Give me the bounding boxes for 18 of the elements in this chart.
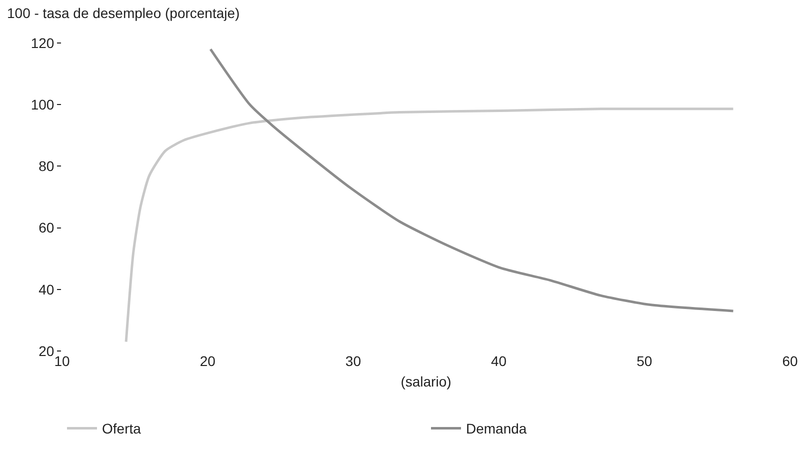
y-tick-label: 100: [30, 96, 54, 112]
x-axis-title: (salario): [400, 373, 452, 390]
x-tick-label: 50: [636, 353, 652, 369]
y-tick-label: 20: [38, 342, 54, 359]
x-tick-label: 10: [54, 353, 70, 369]
x-tick-label: 30: [345, 353, 362, 369]
y-tick-label: 120: [30, 34, 54, 51]
line-series: [209, 48, 734, 312]
y-tick-label: 80: [38, 158, 54, 174]
x-tick-label: 60: [782, 353, 798, 369]
y-tick-label: 40: [38, 281, 54, 298]
line-series: [124, 108, 734, 344]
legend-label: Demanda: [466, 420, 527, 437]
y-tick-label: 60: [38, 220, 54, 236]
y-axis-title: 100 - tasa de desempleo (porcentaje): [7, 5, 240, 21]
legend-label: Oferta: [102, 420, 142, 437]
x-tick-label: 40: [491, 353, 507, 369]
x-tick-label: 20: [200, 353, 216, 369]
